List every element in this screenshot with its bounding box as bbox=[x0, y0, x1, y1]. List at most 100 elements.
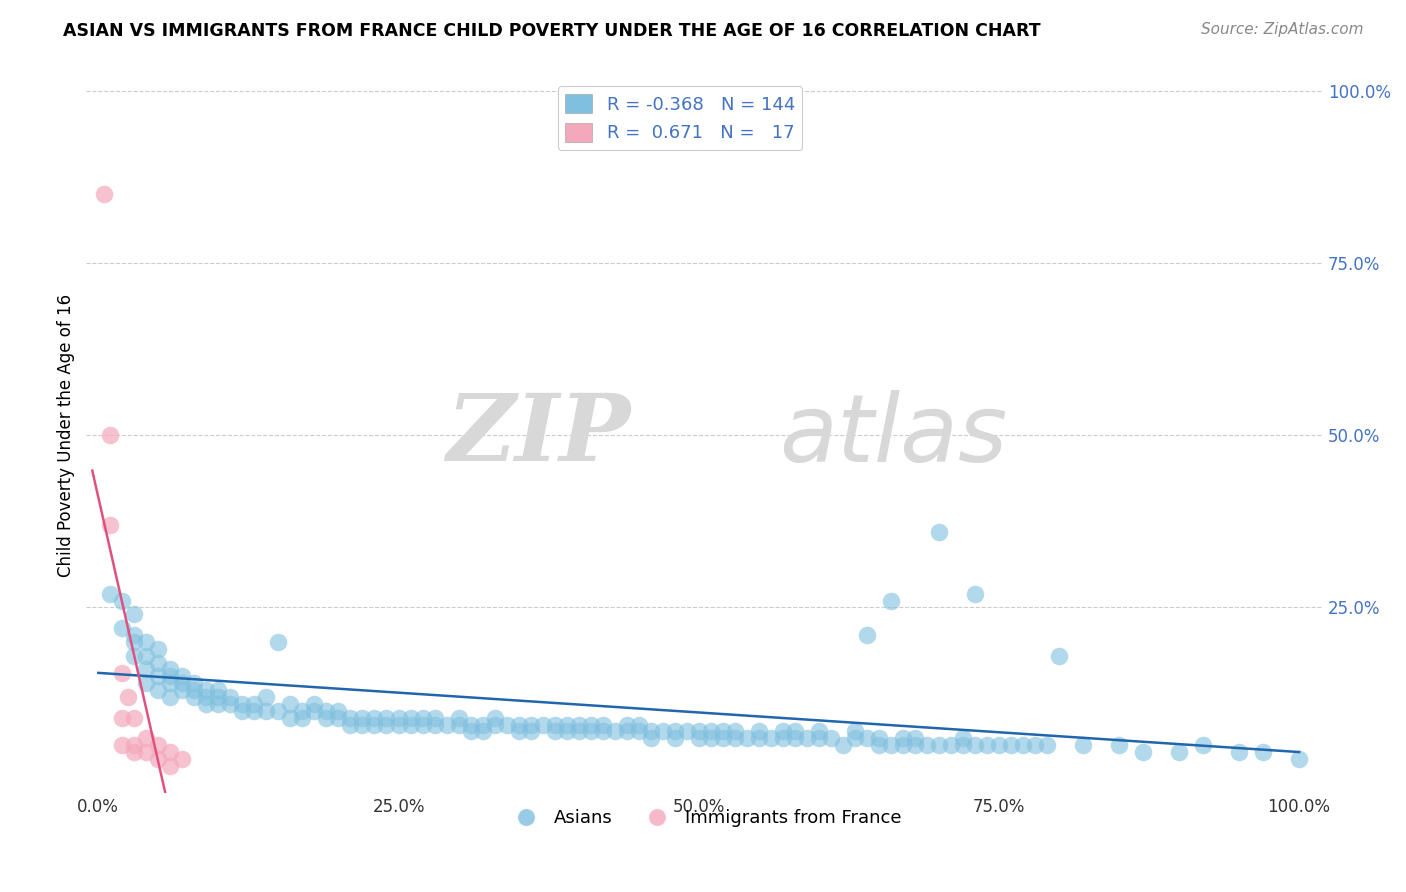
Point bbox=[568, 724, 591, 739]
Point bbox=[699, 731, 721, 746]
Point bbox=[831, 738, 853, 752]
Point bbox=[159, 690, 181, 704]
Point bbox=[555, 724, 578, 739]
Point bbox=[928, 738, 950, 752]
Point bbox=[111, 665, 134, 680]
Y-axis label: Child Poverty Under the Age of 16: Child Poverty Under the Age of 16 bbox=[58, 293, 75, 577]
Point bbox=[939, 738, 962, 752]
Point bbox=[423, 717, 446, 731]
Point bbox=[820, 731, 842, 746]
Point bbox=[1024, 738, 1046, 752]
Point bbox=[375, 711, 398, 725]
Point bbox=[124, 607, 146, 622]
Point bbox=[724, 724, 747, 739]
Point bbox=[519, 717, 541, 731]
Point bbox=[339, 717, 361, 731]
Point bbox=[987, 738, 1010, 752]
Point bbox=[543, 717, 565, 731]
Point bbox=[267, 704, 290, 718]
Point bbox=[183, 676, 205, 690]
Point bbox=[963, 738, 986, 752]
Point bbox=[675, 724, 697, 739]
Text: Source: ZipAtlas.com: Source: ZipAtlas.com bbox=[1201, 22, 1364, 37]
Point bbox=[640, 731, 662, 746]
Point bbox=[148, 738, 170, 752]
Point bbox=[93, 187, 115, 202]
Point bbox=[375, 717, 398, 731]
Point bbox=[904, 738, 927, 752]
Point bbox=[243, 704, 266, 718]
Point bbox=[195, 690, 218, 704]
Point bbox=[651, 724, 673, 739]
Point bbox=[627, 717, 650, 731]
Point bbox=[315, 711, 337, 725]
Point bbox=[844, 731, 866, 746]
Point bbox=[172, 752, 194, 766]
Point bbox=[688, 724, 710, 739]
Point bbox=[759, 731, 782, 746]
Point bbox=[664, 724, 686, 739]
Point bbox=[579, 724, 602, 739]
Point bbox=[543, 724, 565, 739]
Point bbox=[952, 738, 974, 752]
Point bbox=[412, 717, 434, 731]
Point bbox=[484, 711, 506, 725]
Point bbox=[963, 587, 986, 601]
Point bbox=[304, 697, 326, 711]
Point bbox=[280, 697, 302, 711]
Point bbox=[124, 738, 146, 752]
Point bbox=[952, 731, 974, 746]
Point bbox=[219, 690, 242, 704]
Point bbox=[159, 662, 181, 676]
Point bbox=[844, 724, 866, 739]
Point bbox=[159, 669, 181, 683]
Point bbox=[363, 717, 385, 731]
Point bbox=[868, 731, 890, 746]
Point bbox=[135, 676, 157, 690]
Point bbox=[616, 724, 638, 739]
Point bbox=[1047, 648, 1070, 663]
Point bbox=[412, 711, 434, 725]
Point bbox=[495, 717, 517, 731]
Point bbox=[135, 745, 157, 759]
Point bbox=[508, 724, 530, 739]
Point bbox=[339, 711, 361, 725]
Point bbox=[772, 731, 794, 746]
Point bbox=[304, 704, 326, 718]
Point bbox=[471, 724, 494, 739]
Point bbox=[135, 662, 157, 676]
Point bbox=[159, 676, 181, 690]
Point bbox=[267, 635, 290, 649]
Point bbox=[904, 731, 927, 746]
Point bbox=[1227, 745, 1250, 759]
Point bbox=[231, 697, 253, 711]
Point bbox=[880, 593, 903, 607]
Point bbox=[195, 697, 218, 711]
Point bbox=[1288, 752, 1310, 766]
Point bbox=[724, 731, 747, 746]
Point bbox=[280, 711, 302, 725]
Point bbox=[124, 711, 146, 725]
Point bbox=[148, 752, 170, 766]
Point bbox=[254, 690, 277, 704]
Point bbox=[519, 724, 541, 739]
Point bbox=[117, 690, 139, 704]
Point bbox=[124, 648, 146, 663]
Point bbox=[135, 635, 157, 649]
Point bbox=[1168, 745, 1191, 759]
Point bbox=[783, 731, 806, 746]
Point bbox=[807, 731, 830, 746]
Point bbox=[807, 724, 830, 739]
Point bbox=[460, 717, 482, 731]
Point bbox=[207, 683, 229, 698]
Point bbox=[1192, 738, 1215, 752]
Point bbox=[1108, 738, 1130, 752]
Text: ZIP: ZIP bbox=[446, 391, 630, 481]
Point bbox=[592, 724, 614, 739]
Point bbox=[880, 738, 903, 752]
Point bbox=[976, 738, 998, 752]
Point bbox=[688, 731, 710, 746]
Point bbox=[135, 648, 157, 663]
Point bbox=[796, 731, 818, 746]
Point bbox=[592, 717, 614, 731]
